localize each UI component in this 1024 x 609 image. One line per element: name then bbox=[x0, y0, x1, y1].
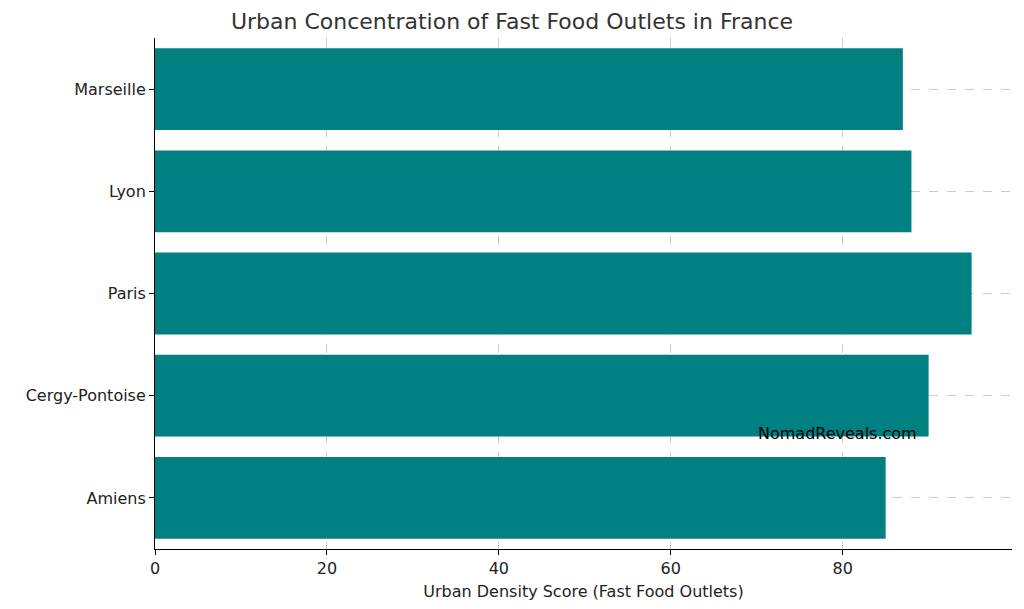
svg-text:Amiens: Amiens bbox=[87, 489, 146, 508]
svg-text:NomadReveals.com: NomadReveals.com bbox=[758, 424, 917, 443]
svg-text:Urban Concentration of Fast Fo: Urban Concentration of Fast Food Outlets… bbox=[231, 9, 793, 34]
svg-text:60: 60 bbox=[661, 559, 681, 578]
svg-text:0: 0 bbox=[150, 559, 160, 578]
svg-text:80: 80 bbox=[832, 559, 852, 578]
svg-text:Lyon: Lyon bbox=[109, 182, 146, 201]
svg-text:Marseille: Marseille bbox=[74, 80, 146, 99]
svg-text:Urban Density Score (Fast Food: Urban Density Score (Fast Food Outlets) bbox=[423, 582, 743, 601]
svg-text:Paris: Paris bbox=[108, 284, 146, 303]
svg-text:Cergy-Pontoise: Cergy-Pontoise bbox=[26, 386, 146, 405]
svg-text:40: 40 bbox=[489, 559, 509, 578]
svg-text:20: 20 bbox=[317, 559, 337, 578]
